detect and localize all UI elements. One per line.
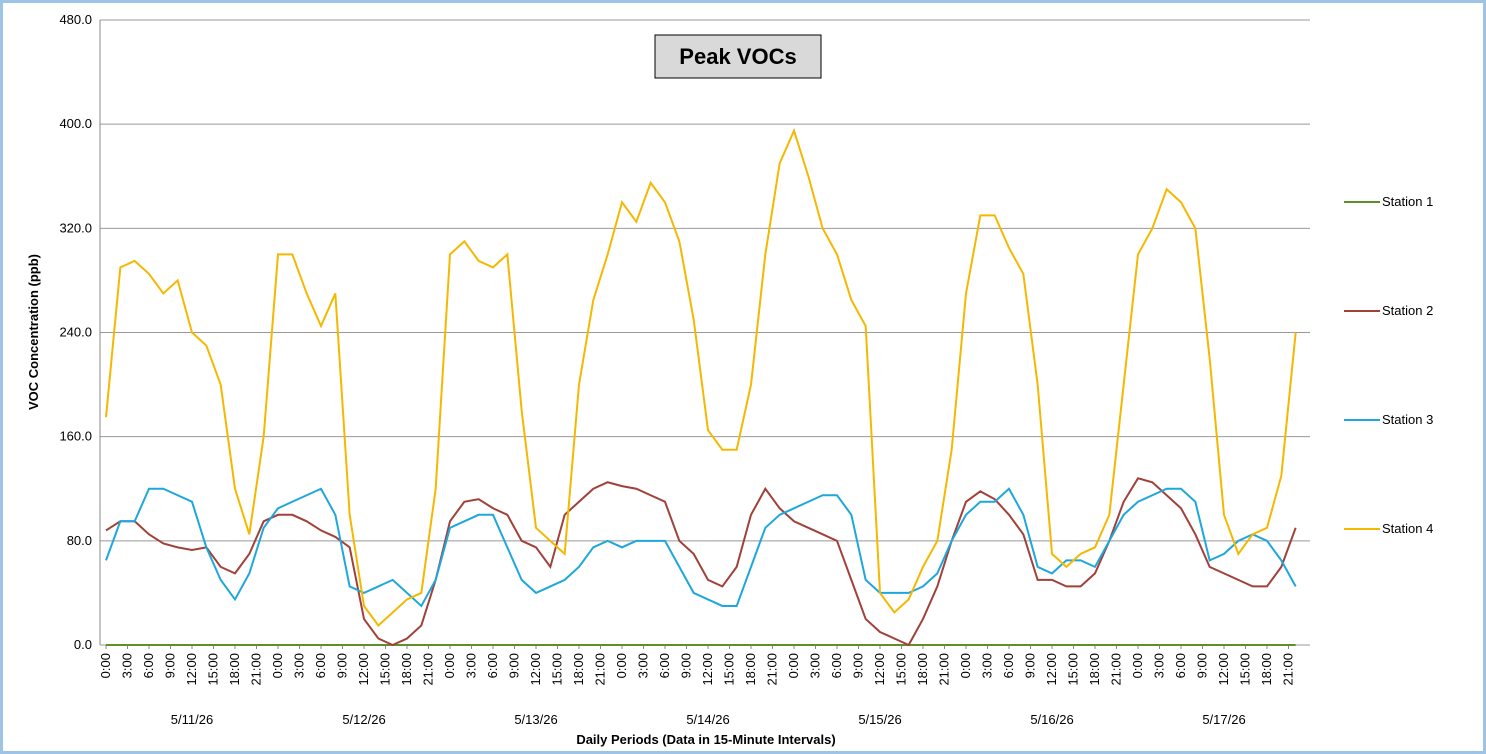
x-tick-label: 6:00 — [485, 653, 500, 678]
x-tick-label: 9:00 — [1195, 653, 1210, 678]
legend-label: Station 1 — [1382, 194, 1433, 209]
x-tick-label: 18:00 — [1087, 653, 1102, 686]
title-box — [654, 34, 822, 79]
x-axis-label: Daily Periods (Data in 15-Minute Interva… — [576, 732, 835, 747]
x-tick-label: 9:00 — [851, 653, 866, 678]
x-tick-label: 18:00 — [915, 653, 930, 686]
x-tick-label: 21:00 — [1281, 653, 1296, 686]
series-line — [105, 487, 1297, 608]
x-tick-label: 21:00 — [1109, 653, 1124, 686]
x-tick-label: 0:00 — [614, 653, 629, 678]
x-tick-label: 12:00 — [528, 653, 543, 686]
x-tick-label: 15:00 — [550, 653, 565, 686]
x-tick-label: 6:00 — [657, 653, 672, 678]
x-tick-label: 3:00 — [464, 653, 479, 678]
x-tick-label: 12:00 — [872, 653, 887, 686]
x-tick-label: 12:00 — [356, 653, 371, 686]
y-tick-label: 0.0 — [74, 637, 92, 652]
x-tick-label: 15:00 — [1066, 653, 1081, 686]
x-tick-label: 3:00 — [292, 653, 307, 678]
series-line — [105, 127, 1297, 627]
x-tick-label: 21:00 — [593, 653, 608, 686]
x-tick-label: 21:00 — [765, 653, 780, 686]
y-tick-label: 400.0 — [59, 116, 92, 131]
date-label: 5/14/26 — [686, 712, 729, 727]
x-tick-label: 0:00 — [98, 653, 113, 678]
x-tick-label: 3:00 — [808, 653, 823, 678]
x-tick-label: 3:00 — [1152, 653, 1167, 678]
date-label: 5/13/26 — [514, 712, 557, 727]
x-tick-label: 3:00 — [636, 653, 651, 678]
date-label: 5/12/26 — [342, 712, 385, 727]
x-tick-label: 0:00 — [442, 653, 457, 678]
x-tick-label: 15:00 — [722, 653, 737, 686]
x-tick-label: 9:00 — [335, 653, 350, 678]
x-tick-label: 18:00 — [571, 653, 586, 686]
x-tick-label: 0:00 — [958, 653, 973, 678]
x-tick-label: 12:00 — [1216, 653, 1231, 686]
legend-label: Station 2 — [1382, 303, 1433, 318]
x-tick-label: 9:00 — [507, 653, 522, 678]
legend-label: Station 3 — [1382, 412, 1433, 427]
x-tick-label: 6:00 — [1001, 653, 1016, 678]
y-tick-label: 160.0 — [59, 429, 92, 444]
x-tick-label: 9:00 — [163, 653, 178, 678]
x-tick-label: 0:00 — [270, 653, 285, 678]
legend-label: Station 4 — [1382, 521, 1433, 536]
date-label: 5/11/26 — [171, 712, 213, 727]
x-tick-label: 9:00 — [679, 653, 694, 678]
date-label: 5/17/26 — [1202, 712, 1245, 727]
x-tick-label: 12:00 — [700, 653, 715, 686]
date-label: 5/15/26 — [858, 712, 901, 727]
x-tick-label: 21:00 — [421, 653, 436, 686]
x-tick-label: 12:00 — [1044, 653, 1059, 686]
x-tick-label: 6:00 — [141, 653, 156, 678]
y-tick-label: 480.0 — [59, 12, 92, 27]
x-tick-label: 0:00 — [786, 653, 801, 678]
x-tick-label: 15:00 — [378, 653, 393, 686]
x-tick-label: 3:00 — [980, 653, 995, 678]
x-tick-label: 21:00 — [937, 653, 952, 686]
x-tick-label: 6:00 — [313, 653, 328, 678]
x-tick-label: 18:00 — [743, 653, 758, 686]
x-tick-label: 15:00 — [1238, 653, 1253, 686]
y-tick-label: 80.0 — [67, 533, 92, 548]
x-tick-label: 6:00 — [1173, 653, 1188, 678]
x-tick-label: 15:00 — [894, 653, 909, 686]
x-tick-label: 3:00 — [120, 653, 135, 678]
x-tick-label: 18:00 — [1259, 653, 1274, 686]
x-tick-label: 21:00 — [249, 653, 264, 686]
x-tick-label: 15:00 — [206, 653, 221, 686]
x-tick-label: 12:00 — [184, 653, 199, 686]
x-tick-label: 0:00 — [1130, 653, 1145, 678]
series-line — [105, 477, 1297, 647]
chart-title: Peak VOCs — [679, 44, 796, 69]
y-tick-label: 320.0 — [59, 220, 92, 235]
y-tick-label: 240.0 — [59, 325, 92, 340]
x-tick-label: 6:00 — [829, 653, 844, 678]
date-label: 5/16/26 — [1030, 712, 1073, 727]
x-tick-label: 9:00 — [1023, 653, 1038, 678]
x-tick-label: 18:00 — [227, 653, 242, 686]
y-axis-label: VOC Concentration (ppb) — [26, 254, 41, 410]
x-tick-label: 18:00 — [399, 653, 414, 686]
